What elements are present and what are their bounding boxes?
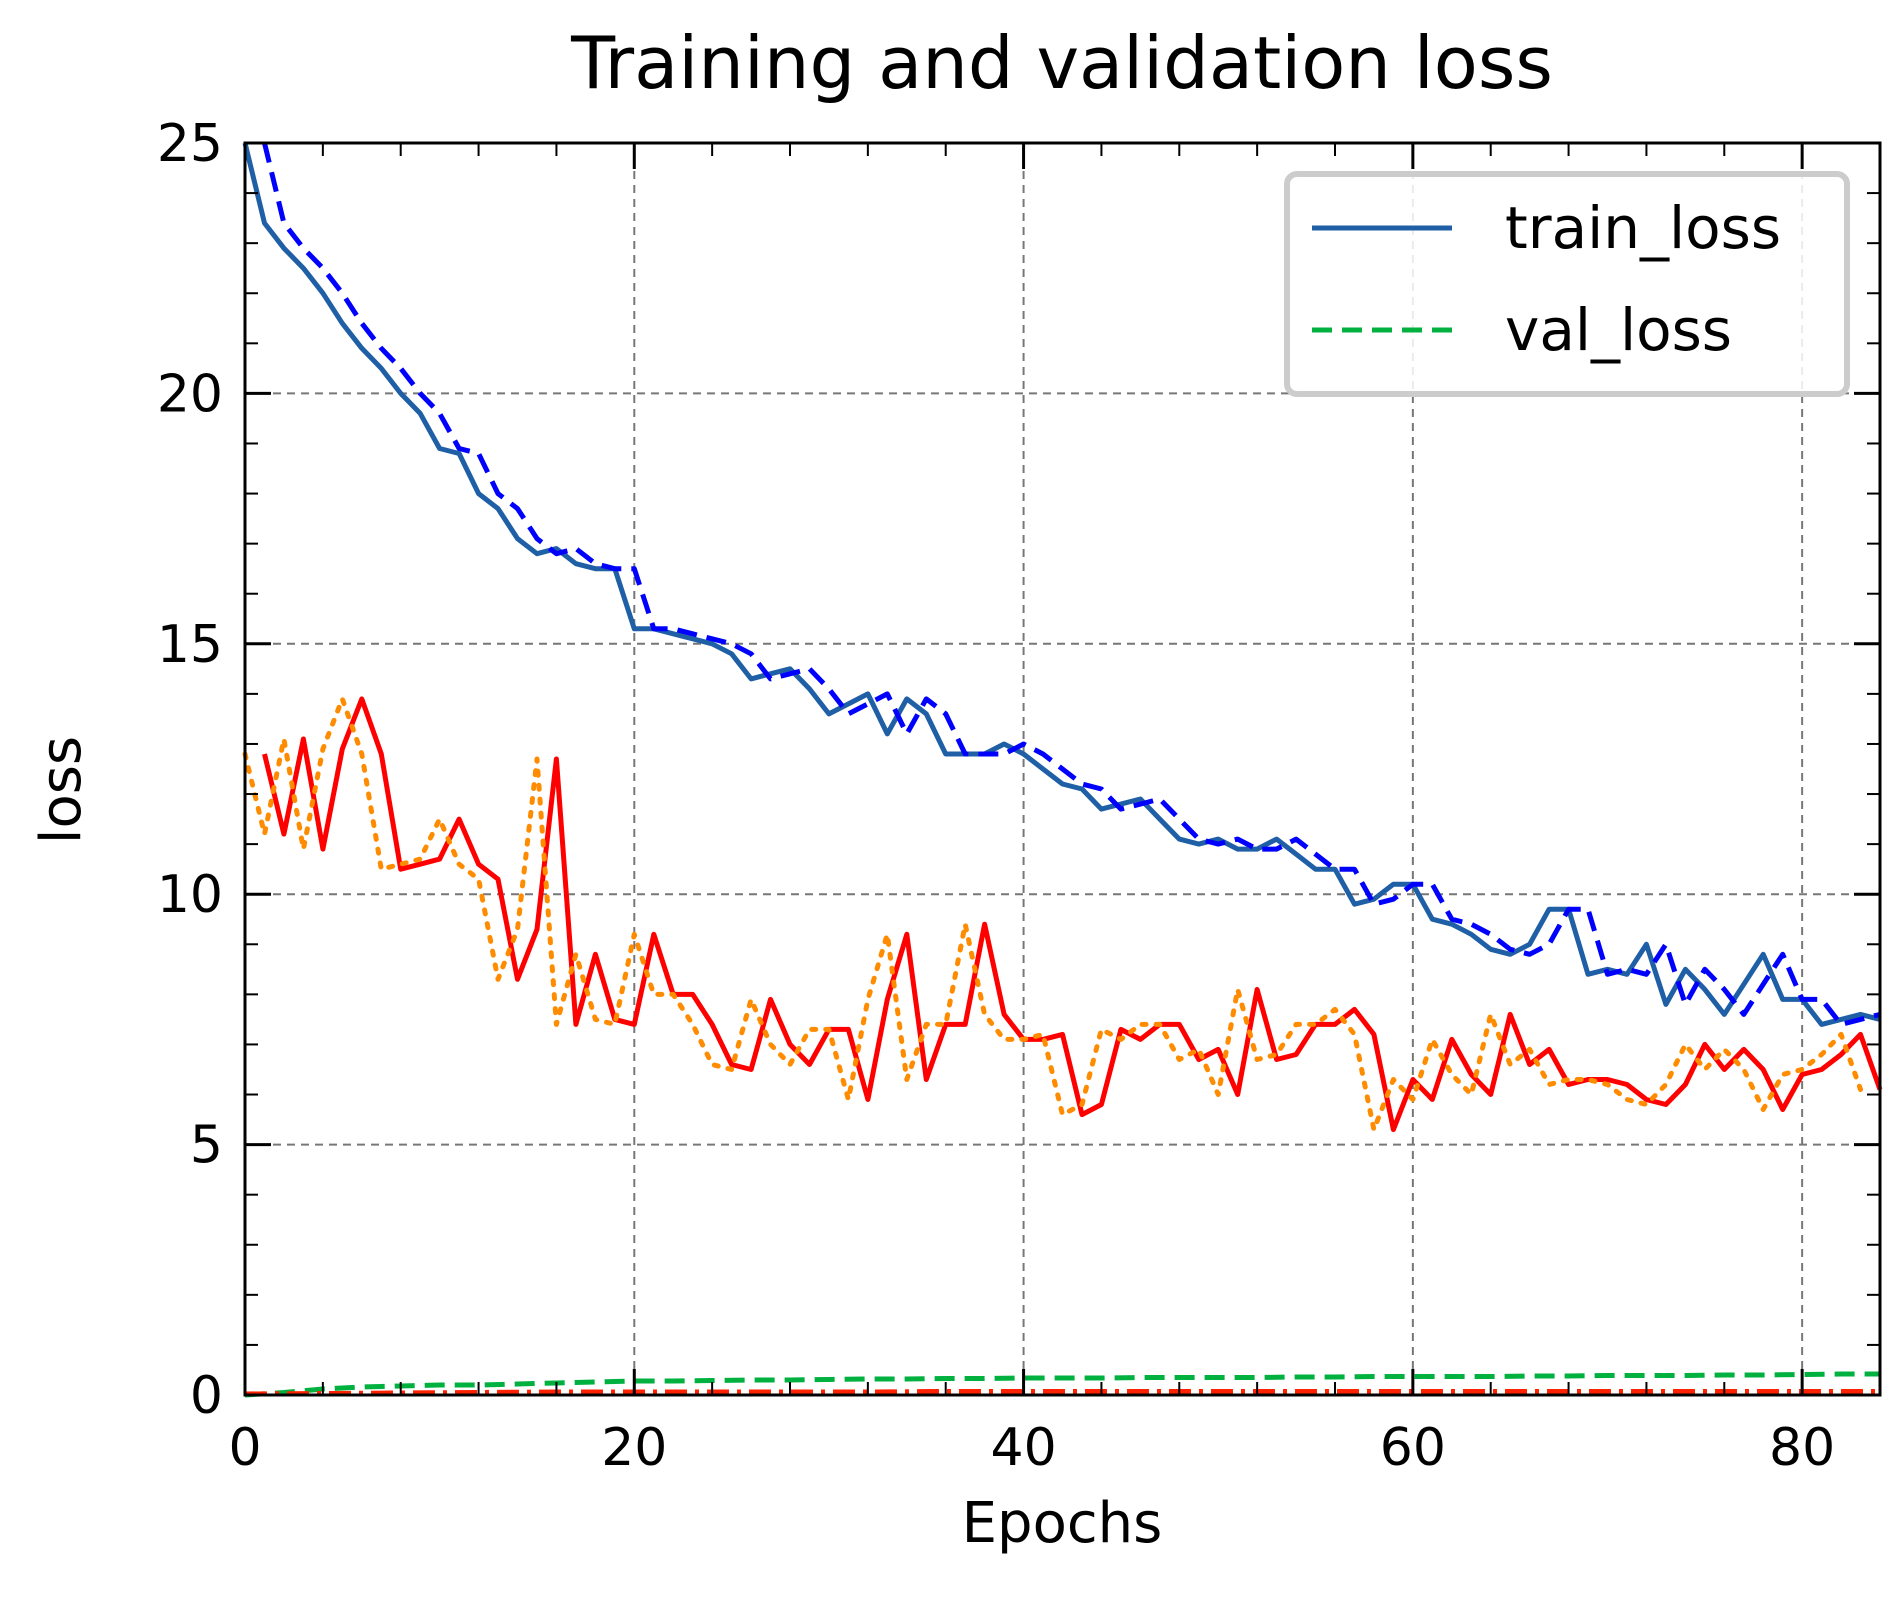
legend-label-train-loss: train_loss — [1505, 194, 1781, 262]
x-axis-title: Epochs — [962, 1491, 1163, 1556]
x-tick-label: 60 — [1380, 1418, 1446, 1478]
series-line-6 — [244, 1389, 1880, 1397]
x-tick-label: 80 — [1769, 1418, 1835, 1478]
y-tick-label: 20 — [157, 364, 223, 424]
y-tick-label: 10 — [157, 865, 223, 925]
x-tick-label: 40 — [990, 1418, 1056, 1478]
y-axis-title: loss — [29, 736, 94, 844]
legend-label-val-loss: val_loss — [1505, 296, 1732, 364]
series-line-4 — [262, 696, 1883, 1133]
y-tick-label: 15 — [157, 615, 223, 675]
series-line-3 — [262, 142, 1881, 1027]
y-tick-label: 5 — [190, 1116, 223, 1176]
y-tick-label: 0 — [190, 1366, 223, 1426]
series-line-5 — [242, 696, 1863, 1133]
y-tick-label: 25 — [157, 114, 223, 174]
series-line-val-loss — [244, 1371, 1880, 1398]
plot-frame — [243, 141, 1882, 1397]
series-group — [242, 142, 1883, 1398]
x-tick-label: 0 — [228, 1418, 261, 1478]
chart-title: Training and validation loss — [570, 21, 1553, 105]
tick-labels: 0 20 40 60 80 0 5 10 15 20 25 — [157, 114, 1835, 1478]
x-tick-label: 20 — [601, 1418, 667, 1478]
legend: train_loss val_loss — [1284, 171, 1850, 397]
